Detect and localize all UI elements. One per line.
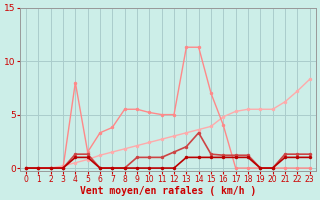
X-axis label: Vent moyen/en rafales ( km/h ): Vent moyen/en rafales ( km/h ) xyxy=(80,186,256,196)
